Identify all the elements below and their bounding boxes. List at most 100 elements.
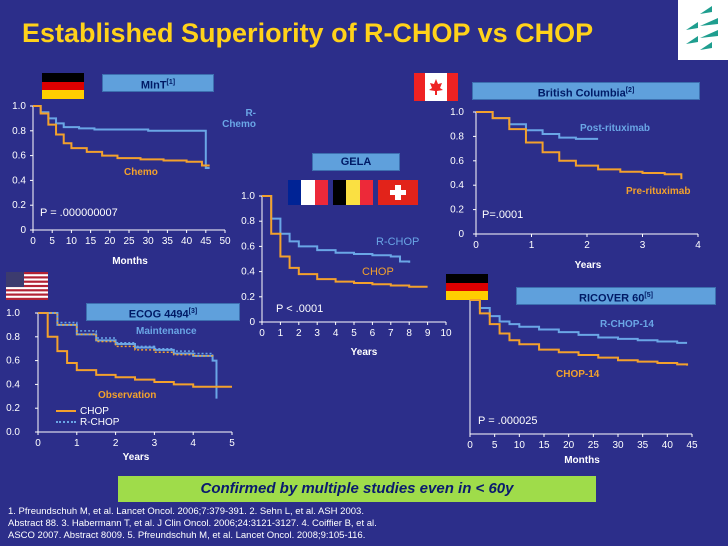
ecog-y-tick-label: 1.0 xyxy=(6,308,20,319)
bc-y-tick-label: 0 xyxy=(458,229,464,240)
ecog-x-tick-label: 3 xyxy=(152,438,158,449)
mint-x-tick-label: 10 xyxy=(66,236,78,247)
mint-y-tick-label: 1.0 xyxy=(12,101,26,112)
bc-series-line xyxy=(476,111,683,180)
gela-x-tick-label: 8 xyxy=(406,328,412,339)
mint-label-r: R- Chemo xyxy=(222,108,256,130)
mint-banner: MInT[1] xyxy=(102,74,214,92)
reference-line: ASCO 2007. Abstract 8009. 5. Pfreundschu… xyxy=(8,530,366,541)
gela-y-tick-label: 0.8 xyxy=(241,216,255,227)
gela-x-tick-label: 10 xyxy=(440,328,452,339)
reference-line: Abstract 88. 3. Habermann T, et al. J Cl… xyxy=(8,518,377,529)
gela-label-c: CHOP xyxy=(362,266,394,278)
gela-x-tick-label: 3 xyxy=(314,328,320,339)
belgium-flag-icon xyxy=(333,180,373,205)
bc-x-axis-label: Years xyxy=(575,260,602,271)
mint-y-tick-label: 0.4 xyxy=(12,175,26,186)
mint-x-tick-label: 0 xyxy=(30,236,36,247)
bc-y-tick-label: 0.8 xyxy=(450,131,464,142)
ricover-series-line xyxy=(470,299,689,366)
ricover-pvalue: P = .000025 xyxy=(478,415,538,427)
ecog-x-tick-label: 4 xyxy=(190,438,196,449)
mint-x-tick-label: 15 xyxy=(85,236,97,247)
mint-x-tick-label: 5 xyxy=(49,236,55,247)
mint-y-tick-label: 0.6 xyxy=(12,151,26,162)
bc-x-tick-label: 1 xyxy=(529,240,535,251)
ricover-x-tick-label: 15 xyxy=(538,440,550,451)
mint-label-c: Chemo xyxy=(124,167,158,178)
mint-x-axis-label: Months xyxy=(112,256,148,267)
gela-series-line xyxy=(262,195,411,263)
gela-x-tick-label: 9 xyxy=(425,328,431,339)
ecog-x-tick-label: 0 xyxy=(35,438,41,449)
ecog-legend: CHOP R-CHOP xyxy=(56,406,119,428)
mint-y-tick-label: 0.8 xyxy=(12,126,26,137)
confirm-banner: Confirmed by multiple studies even in < … xyxy=(118,476,596,502)
gela-label-r: R-CHOP xyxy=(376,236,420,248)
mint-x-tick-label: 50 xyxy=(219,236,231,247)
gela-x-tick-label: 6 xyxy=(370,328,376,339)
mint-x-tick-label: 25 xyxy=(123,236,135,247)
gela-y-tick-label: 0.4 xyxy=(241,267,255,278)
gela-pvalue: P < .0001 xyxy=(276,303,324,315)
gela-x-tick-label: 5 xyxy=(351,328,357,339)
ricover-label-c: CHOP-14 xyxy=(556,369,600,380)
france-flag-icon xyxy=(288,180,328,205)
ricover-x-tick-label: 20 xyxy=(563,440,575,451)
ecog-y-tick-label: 0.2 xyxy=(6,403,20,414)
gela-y-tick-label: 0.2 xyxy=(241,292,255,303)
leaf-logo-icon xyxy=(686,6,718,50)
ecog-y-tick-label: 0.4 xyxy=(6,379,20,390)
mint-y-tick-label: 0 xyxy=(20,225,26,236)
bc-y-tick-label: 0.6 xyxy=(450,156,464,167)
ricover-series-line xyxy=(470,299,688,344)
ecog-x-tick-label: 2 xyxy=(113,438,119,449)
mint-x-tick-label: 30 xyxy=(143,236,155,247)
ecog-y-tick-label: 0.0 xyxy=(6,427,20,438)
bc-y-tick-label: 1.0 xyxy=(450,107,464,118)
canada-flag-icon xyxy=(414,73,458,101)
germany-flag-icon xyxy=(446,274,488,300)
bc-x-tick-label: 2 xyxy=(584,240,590,251)
ecog-y-tick-label: 0.8 xyxy=(6,332,20,343)
gela-series-line xyxy=(262,195,428,288)
bc-label-r: Post-rituximab xyxy=(580,123,651,134)
ricover-x-tick-label: 45 xyxy=(686,440,698,451)
switzerland-flag-icon xyxy=(378,180,418,205)
bc-banner: British Columbia[2] xyxy=(472,82,700,100)
gela-y-tick-label: 1.0 xyxy=(241,191,255,202)
gela-x-tick-label: 4 xyxy=(333,328,339,339)
ecog-x-tick-label: 5 xyxy=(229,438,235,449)
ricover-x-tick-label: 0 xyxy=(467,440,473,451)
germany-flag-icon xyxy=(42,73,84,99)
gela-x-tick-label: 2 xyxy=(296,328,302,339)
ecog-legend-rchop: R-CHOP xyxy=(56,417,119,428)
usa-flag-icon xyxy=(6,272,48,300)
references: 1. Pfreundschuh M, et al. Lancet Oncol. … xyxy=(8,506,478,542)
bc-label-c: Pre-rituximab xyxy=(626,186,691,197)
bc-x-tick-label: 4 xyxy=(695,240,701,251)
ecog-label-m: Maintenance xyxy=(136,326,197,337)
bc-x-tick-label: 0 xyxy=(473,240,479,251)
ecog-banner: ECOG 4494[3] xyxy=(86,303,240,321)
bc-y-tick-label: 0.2 xyxy=(450,205,464,216)
gela-y-tick-label: 0 xyxy=(249,317,255,328)
ricover-x-tick-label: 10 xyxy=(514,440,526,451)
ricover-x-axis-label: Months xyxy=(564,455,600,466)
ricover-x-tick-label: 40 xyxy=(662,440,674,451)
mint-series-line xyxy=(33,105,210,167)
ecog-series-line xyxy=(38,312,214,356)
brand-logo xyxy=(678,0,728,60)
gela-x-tick-label: 0 xyxy=(259,328,265,339)
ecog-x-axis-label: Years xyxy=(123,452,150,463)
bc-pvalue: P=.0001 xyxy=(482,209,524,221)
bc-x-tick-label: 3 xyxy=(640,240,646,251)
gela-banner: GELA xyxy=(312,153,400,171)
ecog-y-tick-label: 0.6 xyxy=(6,356,20,367)
page-title: Established Superiority of R-CHOP vs CHO… xyxy=(22,18,594,48)
bc-y-tick-label: 0.4 xyxy=(450,180,464,191)
ecog-legend-chop: CHOP xyxy=(56,406,119,417)
reference-line: 1. Pfreundschuh M, et al. Lancet Oncol. … xyxy=(8,506,364,517)
ricover-x-tick-label: 30 xyxy=(612,440,624,451)
